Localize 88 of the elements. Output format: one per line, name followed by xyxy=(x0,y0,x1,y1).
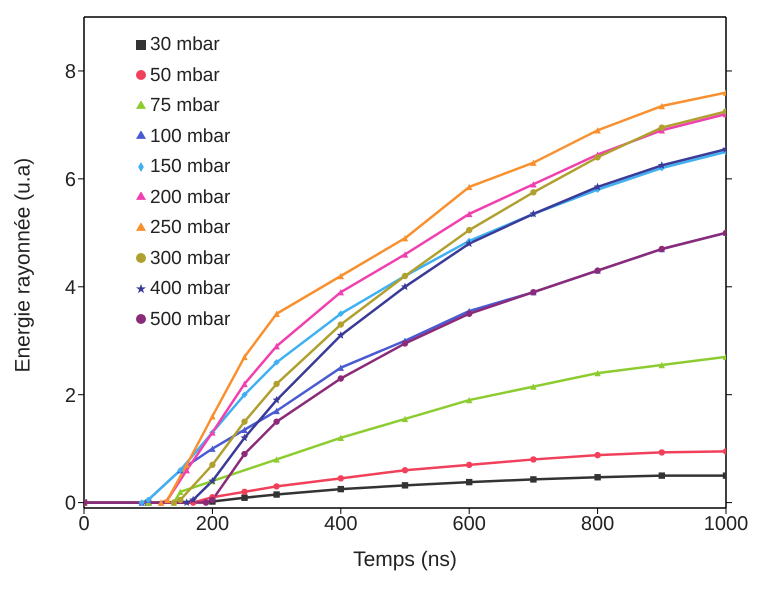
point xyxy=(401,282,409,290)
point xyxy=(209,462,216,468)
point xyxy=(272,396,281,404)
point xyxy=(241,418,248,425)
point xyxy=(338,475,344,482)
point xyxy=(466,396,472,404)
point xyxy=(594,474,601,480)
point xyxy=(241,391,248,398)
y-tick-label: 4 xyxy=(64,276,76,299)
x-tick-label: 800 xyxy=(580,513,614,536)
point xyxy=(338,486,344,492)
legend-label: 300 mbar xyxy=(150,248,230,268)
point xyxy=(594,370,601,376)
legend-label: 100 mbar xyxy=(150,126,230,146)
point xyxy=(402,467,408,474)
point xyxy=(530,383,537,390)
point xyxy=(241,354,248,360)
legend-label: 50 mbar xyxy=(150,64,220,86)
x-tick-label: 600 xyxy=(452,513,486,536)
point xyxy=(336,331,345,339)
point xyxy=(658,102,665,110)
point xyxy=(530,181,537,188)
point xyxy=(241,488,248,496)
point xyxy=(658,472,665,479)
x-tick-label: 400 xyxy=(324,513,358,536)
point xyxy=(338,434,344,442)
point xyxy=(530,189,537,196)
x-tick-label: 1000 xyxy=(704,513,748,536)
point xyxy=(402,251,408,258)
point xyxy=(594,154,601,160)
point xyxy=(273,456,280,463)
point xyxy=(466,478,472,486)
point xyxy=(594,452,601,458)
point xyxy=(177,488,184,496)
point xyxy=(209,445,216,452)
y-tick-label: 8 xyxy=(64,61,76,84)
point xyxy=(466,210,472,218)
point xyxy=(177,496,184,504)
legend-label: 30 mbar xyxy=(150,34,220,55)
point xyxy=(338,310,344,317)
point xyxy=(241,380,248,388)
point xyxy=(209,413,216,420)
legend-label: 400 mbar xyxy=(150,278,230,299)
legend-label: 500 mbar xyxy=(150,308,230,330)
point xyxy=(273,310,280,317)
point xyxy=(594,127,601,134)
point xyxy=(189,496,198,504)
y-axis-title: Energie rayonnée (u.a) xyxy=(11,158,34,372)
point xyxy=(273,359,280,366)
point xyxy=(338,272,344,280)
point xyxy=(338,364,344,371)
point xyxy=(240,434,248,442)
point xyxy=(241,494,248,501)
point xyxy=(241,450,248,458)
point xyxy=(530,456,537,463)
point xyxy=(402,482,408,489)
point xyxy=(466,462,472,468)
point xyxy=(402,340,408,347)
point xyxy=(402,235,408,242)
legend-label: 250 mbar xyxy=(150,217,230,238)
point xyxy=(658,124,665,131)
point xyxy=(273,408,280,414)
point xyxy=(273,491,280,498)
point xyxy=(273,380,280,388)
legend-label: 75 mbar xyxy=(150,95,220,116)
point xyxy=(184,462,190,468)
point xyxy=(273,483,280,490)
y-tick-label: 2 xyxy=(64,384,76,407)
point xyxy=(338,288,344,296)
legend-label: 200 mbar xyxy=(150,186,230,208)
y-tick-label: 0 xyxy=(64,492,76,515)
point xyxy=(530,476,537,483)
point xyxy=(658,449,665,456)
point xyxy=(182,498,191,506)
point xyxy=(273,418,280,425)
x-tick-label: 200 xyxy=(196,513,230,536)
point xyxy=(466,310,472,317)
point xyxy=(466,184,472,190)
x-axis-title: Temps (ns) xyxy=(353,548,457,571)
point xyxy=(241,426,248,433)
point xyxy=(530,159,537,166)
point xyxy=(466,226,472,234)
point xyxy=(658,362,665,368)
point xyxy=(338,375,344,382)
legend-label: 150 mbar xyxy=(150,156,230,177)
y-tick-label: 6 xyxy=(64,168,76,191)
point xyxy=(202,499,210,506)
point xyxy=(338,321,344,328)
